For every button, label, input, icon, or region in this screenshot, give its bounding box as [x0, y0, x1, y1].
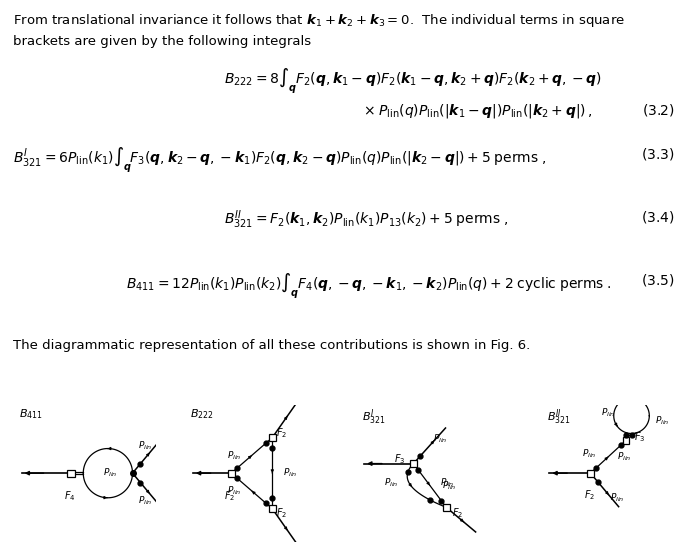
Text: $B^{I}_{321}$: $B^{I}_{321}$ [361, 408, 385, 427]
Bar [228, 470, 235, 476]
Text: $P_{lin}$: $P_{lin}$ [138, 440, 152, 452]
Text: $F_2$: $F_2$ [452, 506, 463, 520]
Text: $F_2$: $F_2$ [224, 490, 236, 503]
Text: $P_{lin}$: $P_{lin}$ [283, 467, 297, 479]
Text: $P_{lin}$: $P_{lin}$ [610, 492, 624, 504]
Text: $B_{411} = 12 P_{\rm lin}(k_1) P_{\rm lin}(k_2) \int_{\boldsymbol{q}}F_4(\boldsy: $B_{411} = 12 P_{\rm lin}(k_1) P_{\rm li… [126, 272, 612, 301]
Text: $F_3$: $F_3$ [634, 430, 645, 445]
Text: $P_{lin}$: $P_{lin}$ [442, 479, 456, 492]
Text: $B^{II}_{321} = F_2(\boldsymbol{k}_1, \boldsymbol{k}_2) P_{\rm lin}(k_1) P_{13}(: $B^{II}_{321} = F_2(\boldsymbol{k}_1, \b… [224, 209, 508, 231]
Text: $F_4$: $F_4$ [64, 490, 75, 503]
Text: From translational invariance it follows that $\boldsymbol{k}_1 + \boldsymbol{k}: From translational invariance it follows… [13, 12, 624, 29]
Bar [269, 505, 275, 512]
Text: $\times\; P_{\rm lin}(q) P_{\rm lin}(|\boldsymbol{k}_1 - \boldsymbol{q}|)P_{\rm : $\times\; P_{\rm lin}(q) P_{\rm lin}(|\b… [363, 102, 593, 120]
Bar [67, 469, 75, 477]
Text: $F_2$: $F_2$ [276, 427, 287, 440]
Text: $(3.4)$: $(3.4)$ [641, 209, 675, 225]
Text: $(3.3)$: $(3.3)$ [641, 146, 675, 162]
Text: $(3.5)$: $(3.5)$ [641, 272, 675, 288]
Text: $P_{lin}$: $P_{lin}$ [601, 406, 616, 418]
Text: $B^{II}_{321}$: $B^{II}_{321}$ [547, 408, 570, 427]
Text: $F_3$: $F_3$ [394, 452, 405, 467]
Text: $P_{lin}$: $P_{lin}$ [226, 485, 241, 497]
Text: $B_{222} = 8 \int_{\boldsymbol{q}} F_2(\boldsymbol{q}, \boldsymbol{k}_1 - \bolds: $B_{222} = 8 \int_{\boldsymbol{q}} F_2(\… [224, 67, 602, 96]
Text: $B_{411}$: $B_{411}$ [19, 408, 43, 421]
Bar [623, 437, 630, 444]
Bar [410, 460, 417, 467]
Text: $B_{222}$: $B_{222}$ [190, 408, 214, 421]
Text: $P_{lin}$: $P_{lin}$ [384, 476, 399, 489]
Text: $F_2$: $F_2$ [276, 506, 287, 520]
Text: brackets are given by the following integrals: brackets are given by the following inte… [13, 36, 311, 49]
Bar [443, 504, 449, 511]
Bar [587, 470, 594, 476]
Text: The diagrammatic representation of all these contributions is shown in Fig. 6.: The diagrammatic representation of all t… [13, 339, 530, 352]
Text: $B^{I}_{321} = 6 P_{\rm lin}(k_1) \int_{\boldsymbol{q}}F_3(\boldsymbol{q}, \bold: $B^{I}_{321} = 6 P_{\rm lin}(k_1) \int_{… [13, 146, 546, 175]
Bar [269, 434, 275, 441]
Text: $P_{lin}$: $P_{lin}$ [617, 451, 632, 463]
Text: $P_{lin}$: $P_{lin}$ [226, 449, 241, 462]
Text: $P_{lin}$: $P_{lin}$ [103, 467, 118, 479]
Text: $P_{lin}$: $P_{lin}$ [440, 476, 455, 489]
Text: $F_2$: $F_2$ [584, 488, 595, 502]
Text: $(3.2)$: $(3.2)$ [642, 102, 675, 118]
Text: $P_{lin}$: $P_{lin}$ [655, 415, 670, 427]
Text: $P_{lin}$: $P_{lin}$ [433, 433, 447, 445]
Text: $P_{lin}$: $P_{lin}$ [582, 448, 596, 460]
Text: $P_{lin}$: $P_{lin}$ [138, 494, 152, 507]
